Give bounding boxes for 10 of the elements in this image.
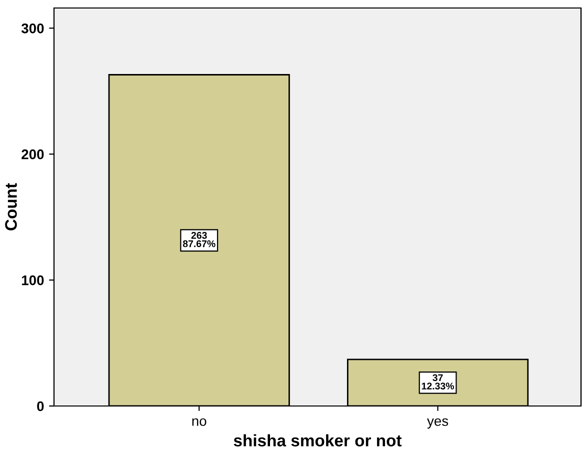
y-tick-label: 100 xyxy=(22,275,44,286)
x-tick-label: no xyxy=(192,418,206,426)
x-axis-title: shisha smoker or not xyxy=(234,434,402,446)
y-tick-label: 200 xyxy=(22,149,44,160)
y-axis-title: Count xyxy=(5,183,17,230)
x-tick-label: yes xyxy=(427,418,448,429)
y-tick-label: 300 xyxy=(21,23,44,34)
data-label: 263 87.67% xyxy=(182,232,216,248)
data-label: 37 12.33% xyxy=(422,374,454,390)
y-tick-label: 0 xyxy=(37,401,44,412)
